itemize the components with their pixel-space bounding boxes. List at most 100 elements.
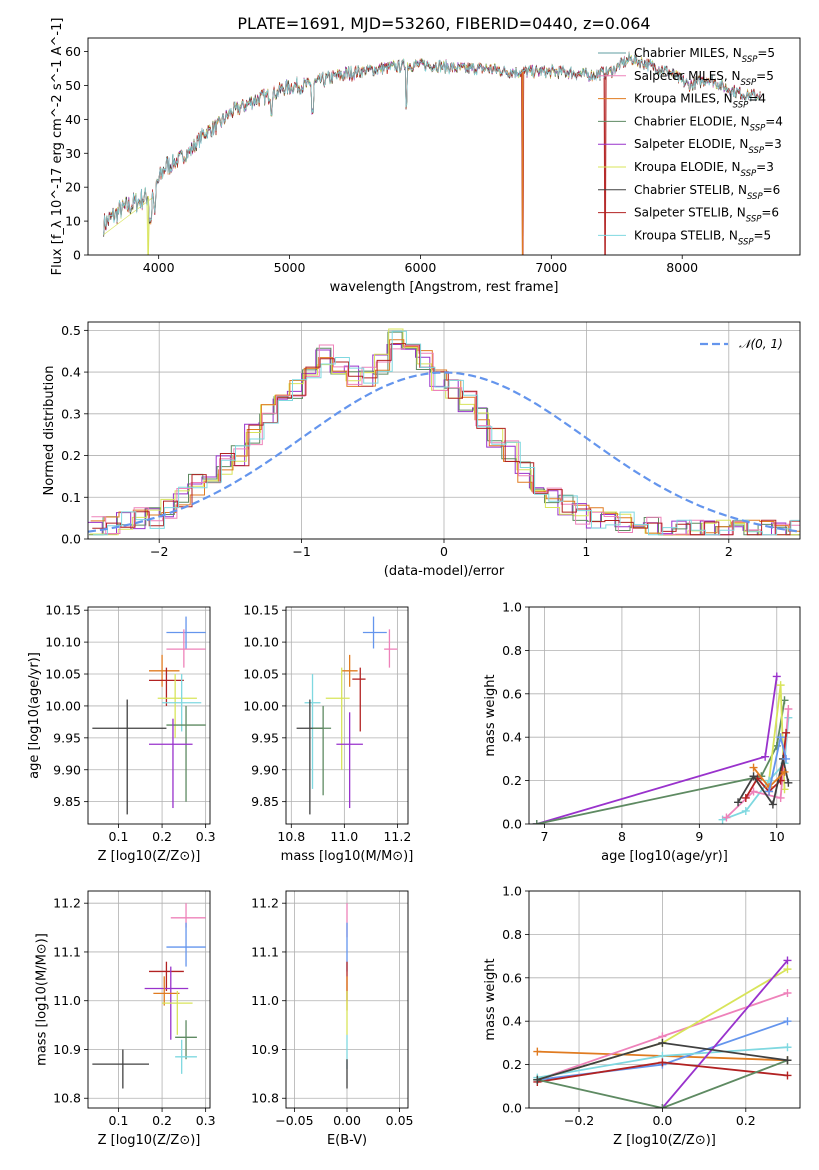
weight-marker bbox=[533, 1047, 542, 1056]
y-tick-label: 9.95 bbox=[53, 730, 81, 745]
axes-frame bbox=[87, 37, 801, 256]
weight-marker bbox=[783, 988, 792, 997]
x-tick-label: 0 bbox=[440, 544, 448, 559]
weight-marker bbox=[741, 793, 750, 802]
weight-marker bbox=[532, 820, 541, 824]
weight-marker bbox=[783, 1043, 792, 1052]
age-vs-z-panel: 0.1 0.2 0.3 9.85 9.90 9.95 10.00 10.05 10.10 10.1… bbox=[27, 603, 216, 864]
error-cross bbox=[149, 654, 180, 687]
x-tick-label: 7 bbox=[541, 829, 549, 844]
x-tick-label: −0.2 bbox=[564, 1113, 594, 1128]
x-axis-label: Z [log10(Z/Z⊙)] bbox=[613, 1133, 716, 1148]
legend-label: 𝒩(0, 1) bbox=[739, 337, 783, 351]
weight-marker bbox=[749, 763, 758, 772]
y-tick-label: 0.4 bbox=[502, 730, 522, 745]
histogram-step bbox=[93, 330, 800, 536]
weight-marker bbox=[783, 956, 792, 965]
y-tick-label: 10.00 bbox=[243, 698, 279, 713]
spectrum-line bbox=[103, 52, 761, 235]
x-tick-label: 11.2 bbox=[383, 829, 411, 844]
y-tick-label: 1.0 bbox=[502, 600, 522, 615]
error-cross bbox=[170, 903, 206, 928]
y-tick-label: 20 bbox=[65, 180, 81, 195]
residuals-legend: 𝒩(0, 1) bbox=[700, 337, 783, 351]
axes-frame bbox=[87, 606, 211, 825]
y-tick-label: 0.6 bbox=[502, 970, 522, 985]
histogram-step bbox=[89, 328, 800, 536]
residuals-series bbox=[88, 328, 800, 536]
error-cross bbox=[149, 961, 184, 991]
y-tick-label: 10.05 bbox=[243, 667, 279, 682]
y-tick-label: 0.2 bbox=[502, 1057, 522, 1072]
spectrum-line bbox=[103, 54, 761, 255]
weight-marker bbox=[783, 1056, 792, 1065]
error-cross bbox=[336, 712, 363, 809]
x-tick-label: 5000 bbox=[274, 260, 306, 275]
x-axis-label: wavelength [Angstrom, rest frame] bbox=[330, 280, 559, 295]
panels: 4000 5000 6000 7000 80000102030405060wavelen… bbox=[27, 18, 801, 1148]
legend-label: Chabrier ELODIE, NSSP=4 bbox=[634, 114, 783, 133]
legend-label: Chabrier STELIB, NSSP=6 bbox=[634, 183, 780, 202]
x-tick-label: 4000 bbox=[143, 260, 175, 275]
y-tick-label: 11.0 bbox=[53, 993, 81, 1008]
weight-marker bbox=[768, 800, 777, 809]
x-axis-label: Z [log10(Z/Z⊙)] bbox=[98, 1133, 201, 1148]
x-tick-label: 0.0 bbox=[652, 1113, 672, 1128]
x-tick-label: −0.05 bbox=[275, 1113, 313, 1128]
y-tick-label: 10.05 bbox=[45, 667, 81, 682]
y-axis-label: Flux [f_λ 10^-17 erg cm^-2 s^-1 A^-1] bbox=[50, 18, 65, 276]
x-tick-label: 0.1 bbox=[109, 1113, 129, 1128]
y-tick-label: 9.90 bbox=[251, 762, 279, 777]
y-tick-label: 9.95 bbox=[251, 730, 279, 745]
y-tick-label: 0.3 bbox=[61, 406, 81, 421]
x-tick-label: 10.8 bbox=[277, 829, 305, 844]
y-tick-label: 0 bbox=[73, 248, 81, 263]
error-cross bbox=[175, 1020, 197, 1060]
x-tick-label: −1 bbox=[292, 544, 310, 559]
age-vs-mass-panel: 10.8 11.0 11.2 9.85 9.90 9.95 10.00 10.05 10.10 1… bbox=[243, 603, 413, 864]
weight-vs-age-panel: 7 8 9 10 0.0 0.2 0.4 0.6 0.8 1.0 age [log10(age/yr… bbox=[483, 600, 801, 864]
y-tick-label: 10 bbox=[65, 214, 81, 229]
legend-label: Kroupa STELIB, NSSP=5 bbox=[634, 228, 771, 247]
axes-frame bbox=[285, 606, 409, 825]
y-tick-label: 0.5 bbox=[61, 323, 81, 338]
y-tick-label: 11.1 bbox=[53, 944, 81, 959]
y-tick-label: 0.4 bbox=[61, 365, 81, 380]
x-tick-label: 6000 bbox=[405, 260, 437, 275]
axes-frame bbox=[528, 890, 801, 1109]
x-tick-label: 8000 bbox=[666, 260, 698, 275]
y-tick-label: 10.10 bbox=[45, 635, 81, 650]
error-cross bbox=[304, 674, 321, 789]
weight-marker bbox=[658, 1038, 667, 1047]
legend-label: Kroupa MILES, NSSP=4 bbox=[634, 92, 766, 111]
histogram-step bbox=[88, 331, 800, 536]
x-tick-label: 0.2 bbox=[152, 1113, 172, 1128]
histogram-step bbox=[91, 344, 800, 536]
x-axis-label: age [log10(age/yr)] bbox=[601, 849, 728, 864]
error-cross bbox=[92, 1049, 149, 1089]
weight-line bbox=[725, 708, 790, 819]
x-tick-label: 0.1 bbox=[109, 829, 129, 844]
weight-marker bbox=[722, 813, 731, 822]
x-tick-label: 0.05 bbox=[386, 1113, 414, 1128]
y-tick-label: 0.0 bbox=[502, 817, 522, 832]
error-cross bbox=[149, 667, 184, 706]
weight-marker bbox=[772, 672, 781, 681]
age-vs-mass-points bbox=[296, 616, 398, 815]
y-tick-label: 0.8 bbox=[502, 643, 522, 658]
histogram-step bbox=[90, 339, 800, 536]
axes-frame bbox=[285, 890, 409, 1109]
x-axis-label: mass [log10(M/M⊙)] bbox=[281, 849, 414, 864]
y-tick-label: 40 bbox=[65, 112, 81, 127]
x-tick-label: 1 bbox=[582, 544, 590, 559]
y-tick-label: 0.8 bbox=[502, 927, 522, 942]
y-tick-label: 0.2 bbox=[61, 448, 81, 463]
weight-marker bbox=[776, 733, 785, 742]
error-cross bbox=[352, 667, 366, 732]
x-axis-label: (data-model)/error bbox=[384, 564, 505, 579]
y-axis-label: age [log10(age/yr)] bbox=[27, 652, 42, 779]
y-tick-label: 9.90 bbox=[53, 762, 81, 777]
weight-vs-z-series bbox=[533, 956, 792, 1108]
weight-marker bbox=[783, 965, 792, 974]
weight-marker bbox=[749, 787, 758, 796]
